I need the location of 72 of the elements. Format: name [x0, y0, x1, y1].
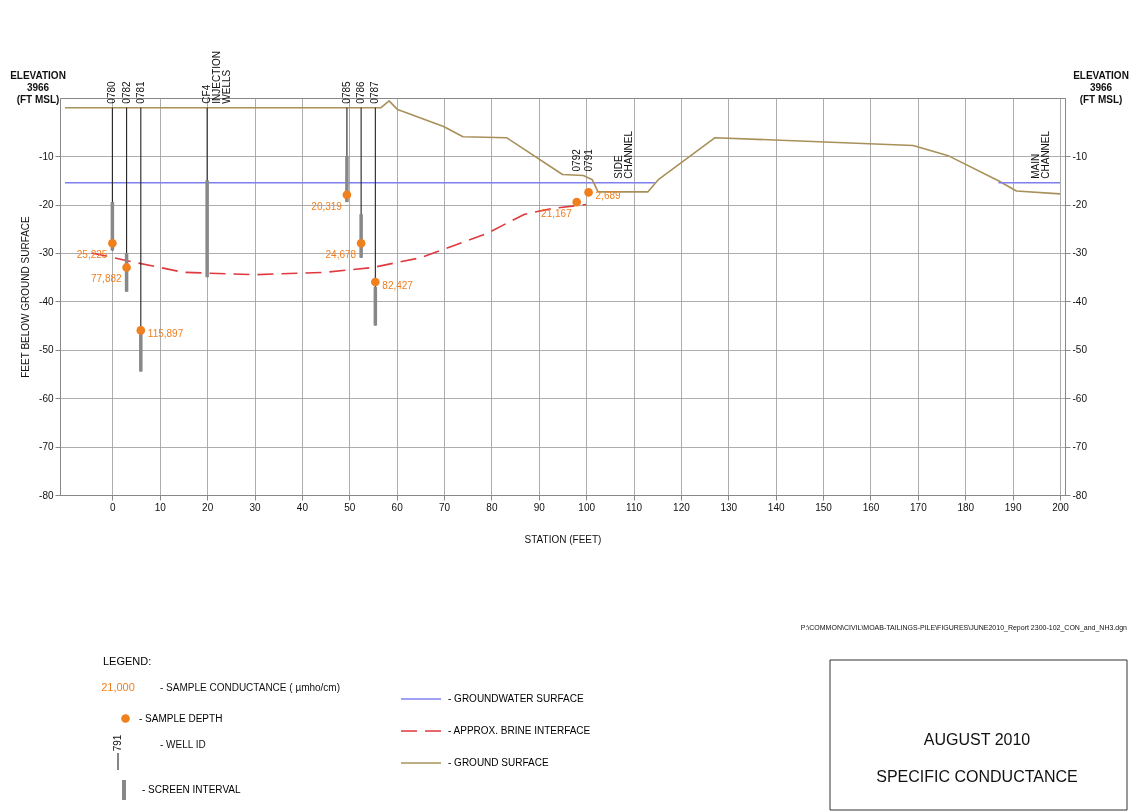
x-tick-label: 40 [296, 501, 309, 513]
x-tick-label: 200 [1052, 501, 1070, 513]
y-tick-label: -60 [39, 392, 54, 404]
annotation: 20,319 [311, 200, 343, 212]
text: AUGUST 2010 [923, 731, 1031, 748]
annotation: ELEVATION 3966 (FT MSL) [10, 70, 66, 105]
y-tick-label: -70 [39, 441, 54, 453]
y2-tick-label: -60 [1072, 392, 1088, 404]
x-tick-label: 170 [910, 501, 928, 513]
y-tick-label: -40 [39, 295, 54, 307]
y2-tick-label: -30 [1072, 247, 1088, 259]
x-tick-label: 90 [533, 501, 546, 513]
y2-tick-label: -40 [1072, 295, 1088, 307]
x-tick-label: 30 [249, 501, 262, 513]
annotation: SIDE CHANNEL [613, 130, 635, 179]
x-tick-label: 150 [815, 501, 833, 513]
x-tick-label: 50 [344, 501, 356, 513]
x-tick-label: 130 [720, 501, 738, 513]
annotation: CF4 INJECTION WELLS [201, 50, 233, 104]
y2-tick-label: -70 [1072, 441, 1088, 453]
x-tick-label: 0 [110, 501, 117, 513]
annotation: 25,225 [76, 249, 108, 261]
text: 21,000 [101, 681, 135, 693]
legend-label: - GROUNDWATER SURFACE [448, 693, 584, 704]
legend-title: LEGEND: [103, 655, 152, 667]
x-tick-label: 140 [767, 501, 785, 513]
annotation: 0791 [582, 148, 594, 172]
annotation: MAIN CHANNEL [1030, 130, 1052, 179]
annotation: 24,678 [325, 249, 357, 261]
y-tick-label: -30 [39, 247, 54, 259]
annotation: 115,897 [147, 328, 184, 340]
annotation: 21,167 [541, 208, 573, 220]
annotation: 0780 [106, 81, 118, 104]
x-tick-label: 120 [673, 501, 691, 513]
x-tick-label: 60 [391, 501, 404, 513]
y2-tick-label: -20 [1072, 199, 1088, 211]
text: 791 [112, 734, 123, 752]
text: SPECIFIC CONDUCTANCE [876, 768, 1078, 785]
annotation: 0782 [120, 81, 132, 104]
text: - WELL ID [160, 739, 206, 750]
y-tick-label: -20 [39, 199, 54, 211]
annotation: 0786 [355, 81, 367, 104]
x-tick-label: 180 [957, 501, 975, 513]
legend-label: - GROUND SURFACE [448, 757, 549, 768]
text: ELEVATION 3966 (FT MSL) [1073, 70, 1129, 105]
annotation: 0792 [570, 148, 582, 172]
y-tick-label: -10 [39, 150, 54, 162]
x-tick-label: 110 [626, 501, 643, 513]
y-axis-title: FEET BELOW GROUND SURFACE [20, 215, 32, 378]
annotation: 82,427 [382, 279, 414, 291]
x-tick-label: 70 [438, 501, 451, 513]
annotation: 0781 [134, 81, 146, 104]
x-axis-title: STATION (FEET) [524, 533, 602, 545]
legend-label: - SCREEN INTERVAL [142, 784, 241, 795]
annotation: 2,689 [595, 190, 622, 202]
annotation: 77,882 [91, 273, 123, 285]
x-tick-label: 80 [486, 501, 498, 513]
x-tick-label: 100 [578, 501, 596, 513]
y-tick-label: -80 [39, 489, 54, 501]
x-tick-label: 160 [862, 501, 880, 513]
y2-tick-label: -50 [1072, 344, 1088, 356]
x-tick-label: 10 [154, 501, 167, 513]
annotation: 0785 [340, 81, 352, 104]
legend-label: - SAMPLE DEPTH [139, 712, 223, 724]
y2-tick-label: -10 [1072, 150, 1088, 162]
legend-label: - APPROX. BRINE INTERFACE [448, 725, 591, 736]
text: - SAMPLE CONDUCTANCE ( µmho/cm) [160, 682, 341, 693]
y-tick-label: -50 [39, 344, 54, 356]
x-tick-label: 20 [202, 501, 214, 513]
x-tick-label: 190 [1004, 501, 1022, 513]
y2-tick-label: -80 [1072, 489, 1088, 501]
annotation: 0787 [369, 81, 381, 104]
